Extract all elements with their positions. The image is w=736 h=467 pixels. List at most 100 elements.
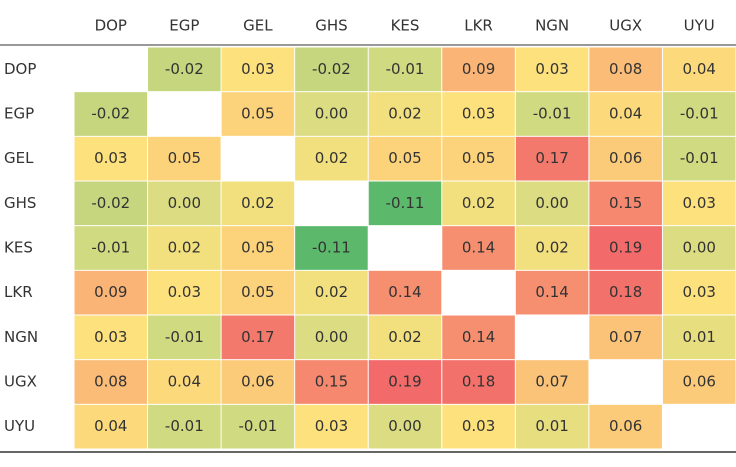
cell-value-label: 0.06	[683, 373, 716, 391]
cell-value-label: -0.01	[91, 239, 130, 257]
cell-value-label: 0.14	[388, 283, 421, 301]
cell-value-label: 0.06	[609, 417, 642, 435]
cell-value-label: 0.09	[94, 283, 127, 301]
cell-value-label: 0.03	[535, 60, 568, 78]
heatmap-cell-uyu-ngn	[515, 404, 589, 449]
column-label-kes: KES	[391, 17, 420, 35]
heatmap-cell-kes-lkr	[442, 226, 515, 270]
row-labels: DOP EGP GEL GHS KES LKR NGN UGX UYU	[4, 60, 38, 435]
cell-value-label: 0.17	[241, 328, 274, 346]
heatmap-cell-egp-kes	[368, 92, 442, 136]
row-label-egp: EGP	[4, 105, 34, 123]
cell-value-label: -0.02	[312, 60, 351, 78]
heatmap-cell-ghs-ngn	[515, 181, 589, 226]
cell-value-label: -0.02	[165, 60, 204, 78]
cell-value-label: 0.01	[683, 328, 716, 346]
cell-value-label: 0.18	[609, 283, 642, 301]
heatmap-cell-ugx-ngn	[515, 360, 589, 404]
cell-value-label: 0.03	[462, 417, 495, 435]
heatmap-cell-ghs-ugx	[589, 181, 662, 226]
heatmap-cell-lkr-uyu	[662, 270, 736, 315]
heatmap-cell-gel-dop	[74, 136, 148, 181]
heatmap-cells: -0.02 0.03 -0.02 -0.01 0.09 0.03 0.08 0.04 -0.02…	[74, 47, 736, 449]
heatmap-cell-uyu-ugx	[589, 404, 662, 449]
heatmap-cell-gel-egp	[148, 136, 221, 181]
cell-value-label: 0.19	[609, 239, 642, 257]
cell-value-label: -0.11	[386, 194, 425, 212]
heatmap-cell-lkr-dop	[74, 270, 148, 315]
heatmap-cell-kes-ghs	[295, 226, 368, 270]
cell-value-label: 0.03	[168, 283, 201, 301]
cell-value-label: 0.14	[535, 283, 568, 301]
cell-value-label: 0.19	[388, 373, 421, 391]
cell-value-label: 0.00	[683, 239, 716, 257]
column-label-egp: EGP	[169, 17, 199, 35]
heatmap-cell-uyu-kes	[368, 404, 442, 449]
cell-value-label: 0.06	[609, 149, 642, 167]
cell-value-label: 0.02	[241, 194, 274, 212]
cell-value-label: 0.14	[462, 239, 495, 257]
heatmap-cell-uyu-gel	[221, 404, 295, 449]
row-label-lkr: LKR	[4, 283, 33, 301]
heatmap-cell-ghs-kes	[368, 181, 442, 226]
cell-value-label: -0.01	[533, 105, 572, 123]
heatmap-cell-ugx-uyu	[662, 360, 736, 404]
heatmap-cell-ngn-uyu	[662, 315, 736, 360]
cell-value-label: 0.02	[535, 239, 568, 257]
cell-value-label: 0.00	[168, 194, 201, 212]
heatmap-cell-kes-uyu	[662, 226, 736, 270]
cell-value-label: 0.03	[241, 60, 274, 78]
cell-value-label: -0.01	[238, 417, 277, 435]
heatmap-cell-ngn-lkr	[442, 315, 515, 360]
cell-value-label: 0.09	[462, 60, 495, 78]
heatmap-cell-egp-ngn	[515, 92, 589, 136]
row-label-ugx: UGX	[4, 373, 37, 391]
cell-value-label: -0.01	[680, 149, 719, 167]
cell-value-label: 0.02	[388, 105, 421, 123]
heatmap-cell-dop-lkr	[442, 47, 515, 92]
heatmap-cell-ghs-egp	[148, 181, 221, 226]
cell-value-label: 0.04	[609, 105, 642, 123]
heatmap-cell-ghs-gel	[221, 181, 295, 226]
cell-value-label: 0.05	[241, 283, 274, 301]
cell-value-label: 0.02	[168, 239, 201, 257]
cell-value-label: 0.03	[315, 417, 348, 435]
column-label-dop: DOP	[95, 17, 127, 35]
heatmap-cell-uyu-ghs	[295, 404, 368, 449]
heatmap-cell-ghs-uyu	[662, 181, 736, 226]
cell-value-label: 0.04	[94, 417, 127, 435]
cell-value-label: 0.00	[388, 417, 421, 435]
column-label-lkr: LKR	[464, 17, 493, 35]
cell-value-label: 0.01	[535, 417, 568, 435]
cell-value-label: 0.05	[241, 105, 274, 123]
cell-value-label: 0.03	[94, 149, 127, 167]
cell-value-label: 0.07	[609, 328, 642, 346]
cell-value-label: 0.05	[462, 149, 495, 167]
heatmap-cell-ngn-ugx	[589, 315, 662, 360]
column-label-uyu: UYU	[684, 17, 715, 35]
heatmap-cell-lkr-egp	[148, 270, 221, 315]
column-label-ugx: UGX	[609, 17, 642, 35]
heatmap-cell-gel-ghs	[295, 136, 368, 181]
cell-value-label: 0.05	[241, 239, 274, 257]
heatmap-cell-egp-dop	[74, 92, 148, 136]
cell-value-label: 0.06	[241, 373, 274, 391]
cell-value-label: 0.04	[168, 373, 201, 391]
cell-value-label: 0.03	[683, 194, 716, 212]
heatmap-cell-dop-gel	[221, 47, 295, 92]
heatmap-cell-ngn-egp	[148, 315, 221, 360]
heatmap-cell-lkr-ugx	[589, 270, 662, 315]
cell-value-label: -0.01	[386, 60, 425, 78]
heatmap-cell-dop-kes	[368, 47, 442, 92]
heatmap-cell-uyu-dop	[74, 404, 148, 449]
heatmap-cell-lkr-gel	[221, 270, 295, 315]
heatmap-cell-uyu-lkr	[442, 404, 515, 449]
cell-value-label: -0.02	[91, 105, 130, 123]
heatmap-cell-ugx-egp	[148, 360, 221, 404]
heatmap-cell-uyu-egp	[148, 404, 221, 449]
heatmap-cell-kes-ngn	[515, 226, 589, 270]
heatmap-cell-dop-ugx	[589, 47, 662, 92]
row-label-uyu: UYU	[4, 417, 35, 435]
row-label-gel: GEL	[4, 149, 34, 167]
